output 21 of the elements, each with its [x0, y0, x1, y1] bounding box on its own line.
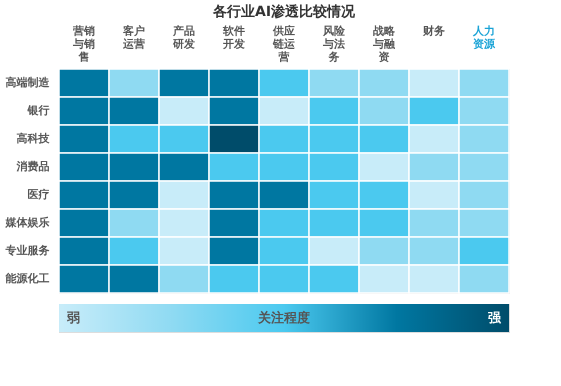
- color-bar-label: 强: [488, 311, 502, 326]
- y-tick-label: 消费品: [16, 160, 50, 173]
- chart-title: 各行业AI渗透比较情况: [212, 4, 356, 20]
- x-tick-label: 战略与融资: [372, 24, 396, 64]
- y-tick-label: 银行: [26, 104, 50, 117]
- x-tick-label: 软件开发: [222, 24, 245, 50]
- x-tick-label: 供应链运营: [272, 24, 296, 64]
- x-tick-label: 产品研发: [172, 24, 195, 50]
- x-tick-label: 人力资源: [472, 24, 496, 50]
- y-tick-label: 高端制造: [6, 76, 50, 89]
- x-tick-label: 风险与法务: [322, 24, 346, 64]
- y-tick-label: 媒体娱乐: [4, 216, 50, 229]
- y-tick-label: 医疗: [28, 188, 50, 201]
- x-tick-label: 财务: [422, 24, 445, 38]
- x-tick-label: 营销与销售: [72, 24, 95, 64]
- y-tick-label: 高科技: [16, 132, 50, 145]
- y-tick-label: 能源化工: [6, 272, 50, 285]
- color-bar-label: 弱: [66, 311, 80, 326]
- color-bar-title: 关注程度: [257, 310, 310, 326]
- y-tick-label: 专业服务: [4, 244, 50, 257]
- x-tick-label: 客户运营: [122, 24, 145, 50]
